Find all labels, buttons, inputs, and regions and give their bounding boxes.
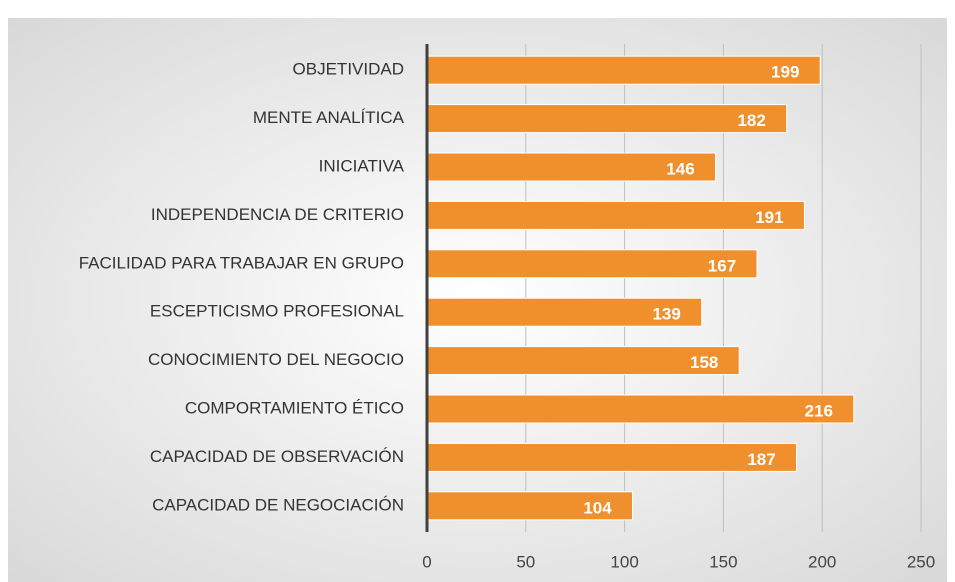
value-label: 216: [805, 401, 833, 420]
y-tick-label: CAPACIDAD DE NEGOCIACIÓN: [152, 495, 404, 514]
value-label: 182: [737, 111, 765, 130]
bar: [426, 442, 798, 472]
bar: [426, 297, 703, 327]
y-tick-label: FACILIDAD PARA TRABAJAR EN GRUPO: [79, 253, 404, 272]
y-tick-label: CAPACIDAD DE OBSERVACIÓN: [150, 447, 404, 466]
bar: [426, 491, 634, 521]
value-label: 146: [666, 159, 694, 178]
value-label: 158: [690, 353, 718, 372]
value-label: 167: [708, 256, 736, 275]
x-tick-label: 150: [709, 552, 737, 571]
x-tick-label: 200: [808, 552, 836, 571]
x-tick-label: 250: [907, 552, 935, 571]
value-label: 191: [755, 208, 783, 227]
y-tick-label: MENTE ANALÍTICA: [253, 108, 405, 127]
x-tick-label: 0: [422, 552, 431, 571]
y-tick-label: CONOCIMIENTO DEL NEGOCIO: [148, 350, 404, 369]
value-label: 139: [652, 305, 680, 324]
y-tick-label: ESCEPTICISMO PROFESIONAL: [150, 302, 404, 321]
y-tick-label: COMPORTAMIENTO ÉTICO: [185, 398, 404, 417]
bar: [426, 394, 855, 424]
x-tick-label: 100: [610, 552, 638, 571]
bar: [426, 55, 821, 85]
value-label: 199: [771, 63, 799, 82]
bar: [426, 346, 740, 376]
y-tick-label: OBJETIVIDAD: [293, 60, 404, 79]
y-tick-label: INICIATIVA: [319, 156, 405, 175]
y-tick-label: INDEPENDENCIA DE CRITERIO: [151, 205, 404, 224]
x-tick-label: 50: [516, 552, 535, 571]
bar: [426, 152, 716, 182]
bar: [426, 200, 805, 230]
value-label: 104: [583, 498, 612, 517]
bar: [426, 104, 788, 134]
value-label: 187: [747, 450, 775, 469]
